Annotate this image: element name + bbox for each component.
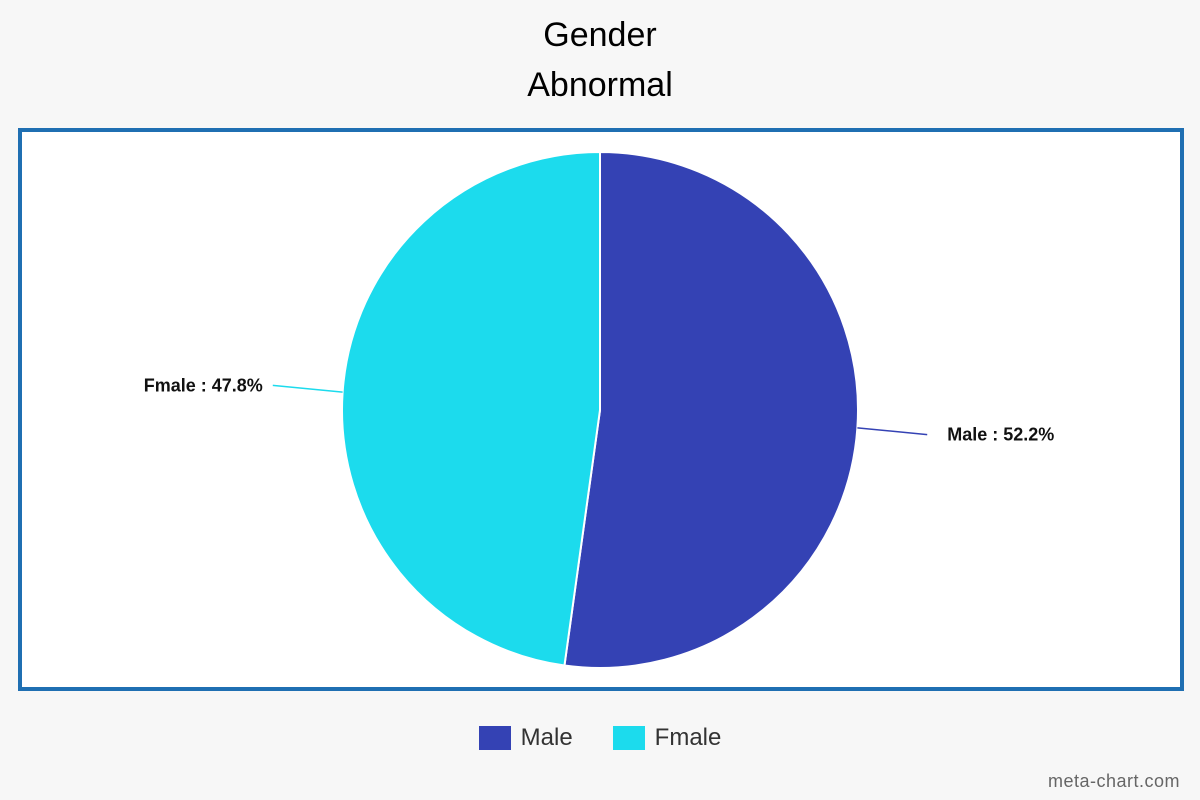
legend-swatch-male	[478, 726, 511, 750]
legend-item-male[interactable]: Male	[478, 724, 573, 752]
chart-title: Gender	[543, 16, 657, 54]
pie-chart: Male : 52.2% Fmale : 47.8%	[144, 150, 1054, 669]
leader-line-male	[857, 427, 928, 436]
pie-slice-fmale[interactable]	[341, 150, 601, 667]
slice-label-fmale: Fmale : 47.8%	[144, 375, 263, 395]
legend: Male Fmale	[0, 724, 1200, 752]
leader-line-fmale	[272, 384, 343, 393]
legend-label-fmale: Fmale	[654, 724, 722, 751]
pie-slice-male[interactable]	[563, 150, 859, 669]
legend-label-male: Male	[520, 724, 573, 751]
chart-subtitle: Abnormal	[527, 66, 673, 104]
legend-swatch-fmale	[612, 726, 645, 750]
chart-frame: Male : 52.2% Fmale : 47.8%	[18, 128, 1184, 691]
slice-label-male: Male : 52.2%	[947, 425, 1054, 445]
legend-item-fmale[interactable]: Fmale	[612, 724, 722, 752]
watermark: meta-chart.com	[1047, 771, 1180, 791]
